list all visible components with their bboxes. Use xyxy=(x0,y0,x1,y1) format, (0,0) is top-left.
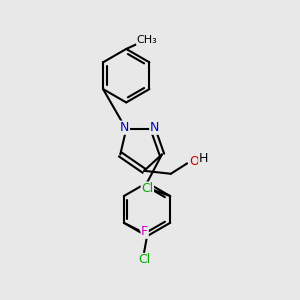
Text: CH₃: CH₃ xyxy=(137,35,158,45)
Text: Cl: Cl xyxy=(138,254,150,266)
Text: O: O xyxy=(189,155,199,168)
Text: F: F xyxy=(141,225,148,238)
Text: H: H xyxy=(199,152,208,165)
Text: N: N xyxy=(150,121,159,134)
Text: N: N xyxy=(120,121,129,134)
Text: Cl: Cl xyxy=(141,182,153,195)
